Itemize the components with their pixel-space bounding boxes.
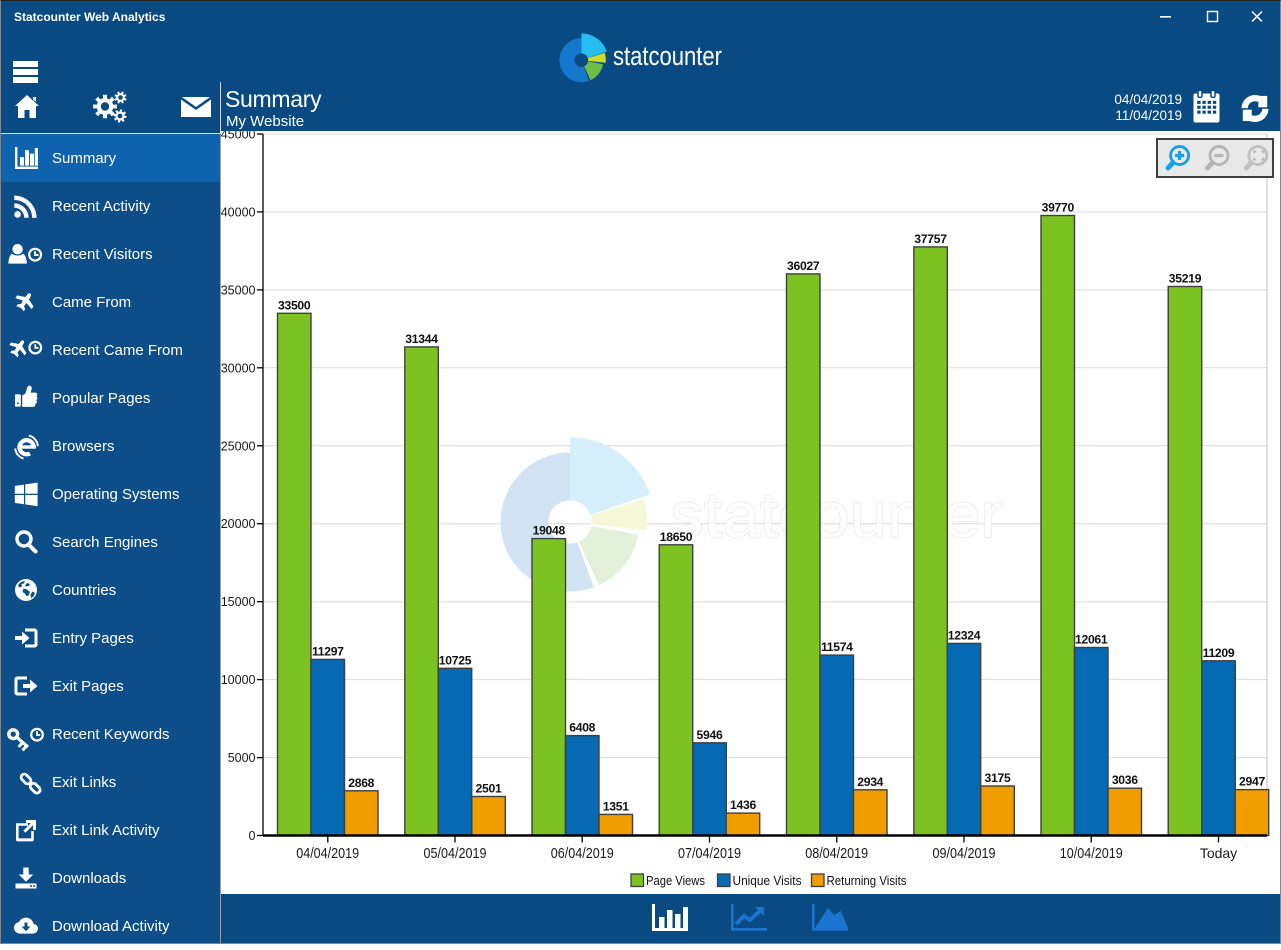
svg-text:31344: 31344 — [405, 332, 438, 346]
svg-text:5000: 5000 — [228, 751, 256, 765]
svg-text:3175: 3175 — [985, 771, 1011, 785]
svg-text:09/04/2019: 09/04/2019 — [933, 845, 996, 862]
svg-text:10000: 10000 — [221, 673, 256, 687]
svg-text:statcounter: statcounter — [670, 479, 1003, 551]
svg-text:10/04/2019: 10/04/2019 — [1060, 845, 1123, 862]
svg-text:2947: 2947 — [1239, 775, 1265, 789]
svg-text:2501: 2501 — [476, 782, 502, 796]
svg-text:25000: 25000 — [221, 439, 256, 453]
svg-text:07/04/2019: 07/04/2019 — [678, 845, 741, 862]
svg-text:11209: 11209 — [1203, 646, 1235, 660]
svg-text:12061: 12061 — [1075, 633, 1108, 647]
svg-text:36027: 36027 — [787, 259, 820, 273]
svg-text:6408: 6408 — [569, 721, 595, 735]
svg-text:19048: 19048 — [533, 524, 566, 538]
svg-text:Today: Today — [1200, 845, 1237, 861]
svg-text:10725: 10725 — [439, 653, 472, 667]
svg-text:0: 0 — [249, 829, 256, 843]
svg-text:Unique Visits: Unique Visits — [733, 873, 802, 888]
svg-text:30000: 30000 — [221, 361, 256, 375]
svg-text:45000: 45000 — [221, 128, 256, 142]
svg-text:20000: 20000 — [221, 517, 256, 531]
svg-text:37757: 37757 — [914, 232, 947, 246]
svg-text:40000: 40000 — [221, 205, 256, 219]
svg-text:3036: 3036 — [1112, 773, 1138, 787]
svg-text:35000: 35000 — [221, 283, 256, 297]
svg-text:08/04/2019: 08/04/2019 — [805, 845, 868, 862]
svg-text:2934: 2934 — [857, 775, 883, 789]
svg-text:33500: 33500 — [278, 298, 311, 312]
svg-text:statcounter: statcounter — [613, 41, 722, 71]
svg-text:Page Views: Page Views — [646, 873, 705, 888]
svg-text:11574: 11574 — [821, 640, 853, 654]
svg-text:11297: 11297 — [312, 644, 344, 658]
svg-text:2868: 2868 — [348, 776, 374, 790]
svg-text:39770: 39770 — [1042, 201, 1075, 215]
svg-text:06/04/2019: 06/04/2019 — [551, 845, 614, 862]
svg-text:15000: 15000 — [221, 595, 256, 609]
svg-text:04/04/2019: 04/04/2019 — [296, 845, 359, 862]
svg-text:12324: 12324 — [948, 628, 981, 642]
svg-text:35219: 35219 — [1169, 272, 1202, 286]
svg-text:1436: 1436 — [730, 798, 756, 812]
svg-text:5946: 5946 — [697, 728, 723, 742]
svg-text:1351: 1351 — [603, 799, 629, 813]
svg-text:Returning Visits: Returning Visits — [827, 873, 907, 888]
svg-text:18650: 18650 — [660, 530, 693, 544]
svg-text:05/04/2019: 05/04/2019 — [424, 845, 487, 862]
